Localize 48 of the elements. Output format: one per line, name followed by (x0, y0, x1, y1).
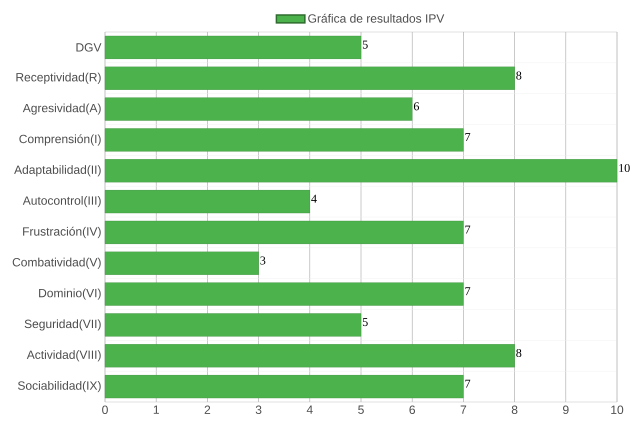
bar (104, 252, 259, 275)
y-tick-label: Seguridad(VII) (24, 319, 101, 331)
bar (104, 36, 362, 60)
data-label: 7 (465, 133, 470, 141)
y-tick-label: Autocontrol(III) (22, 196, 101, 208)
y-tick-label: Combatividad(V) (12, 258, 101, 269)
y-tick-label: Adaptabilidad(II) (14, 165, 101, 176)
data-label: 8 (516, 71, 522, 80)
bar (104, 159, 618, 182)
x-tick-label: 4 (306, 406, 313, 414)
bar (104, 313, 362, 337)
y-tick-label: Agresividad(A) (22, 104, 101, 115)
data-label: 4 (311, 194, 317, 203)
legend-label: Gráfica de resultados IPV (308, 14, 444, 23)
bar (104, 97, 412, 121)
x-tick-label: 1 (154, 406, 159, 414)
x-tick-label: 2 (204, 406, 210, 414)
x-tick-label: 6 (409, 406, 416, 414)
data-label: 10 (619, 164, 630, 172)
bar (104, 344, 515, 368)
data-label: 5 (362, 318, 368, 326)
x-tick-label: 10 (611, 406, 624, 414)
data-label: 7 (465, 380, 470, 388)
data-label: 7 (465, 226, 470, 234)
data-label: 5 (362, 40, 368, 49)
y-tick-label: Dominio(VI) (39, 288, 101, 300)
x-tick-label: 8 (512, 406, 518, 414)
bar (104, 374, 464, 398)
x-tick-label: 9 (563, 406, 569, 414)
y-tick-label: Frustración(IV) (23, 226, 101, 238)
bar (104, 66, 515, 90)
x-tick-label: 7 (460, 406, 466, 414)
y-tick-label: Receptividad(R) (16, 72, 101, 84)
bar (104, 128, 464, 152)
y-tick-label: Actividad(VIII) (26, 350, 101, 362)
data-label: 3 (260, 256, 266, 265)
x-tick-label: 5 (358, 406, 364, 414)
data-label: 6 (414, 102, 420, 110)
data-label: 7 (465, 287, 470, 296)
x-tick-label: 0 (102, 406, 108, 414)
bar (104, 282, 464, 306)
x-tick-label: 3 (256, 406, 262, 414)
y-tick-label: Sociabilidad(IX) (18, 381, 101, 392)
y-tick-label: Comprensión(I) (19, 134, 101, 146)
y-tick-label: DGV (76, 43, 102, 52)
bar (104, 220, 464, 244)
bar (104, 190, 310, 214)
data-label: 8 (516, 348, 522, 358)
